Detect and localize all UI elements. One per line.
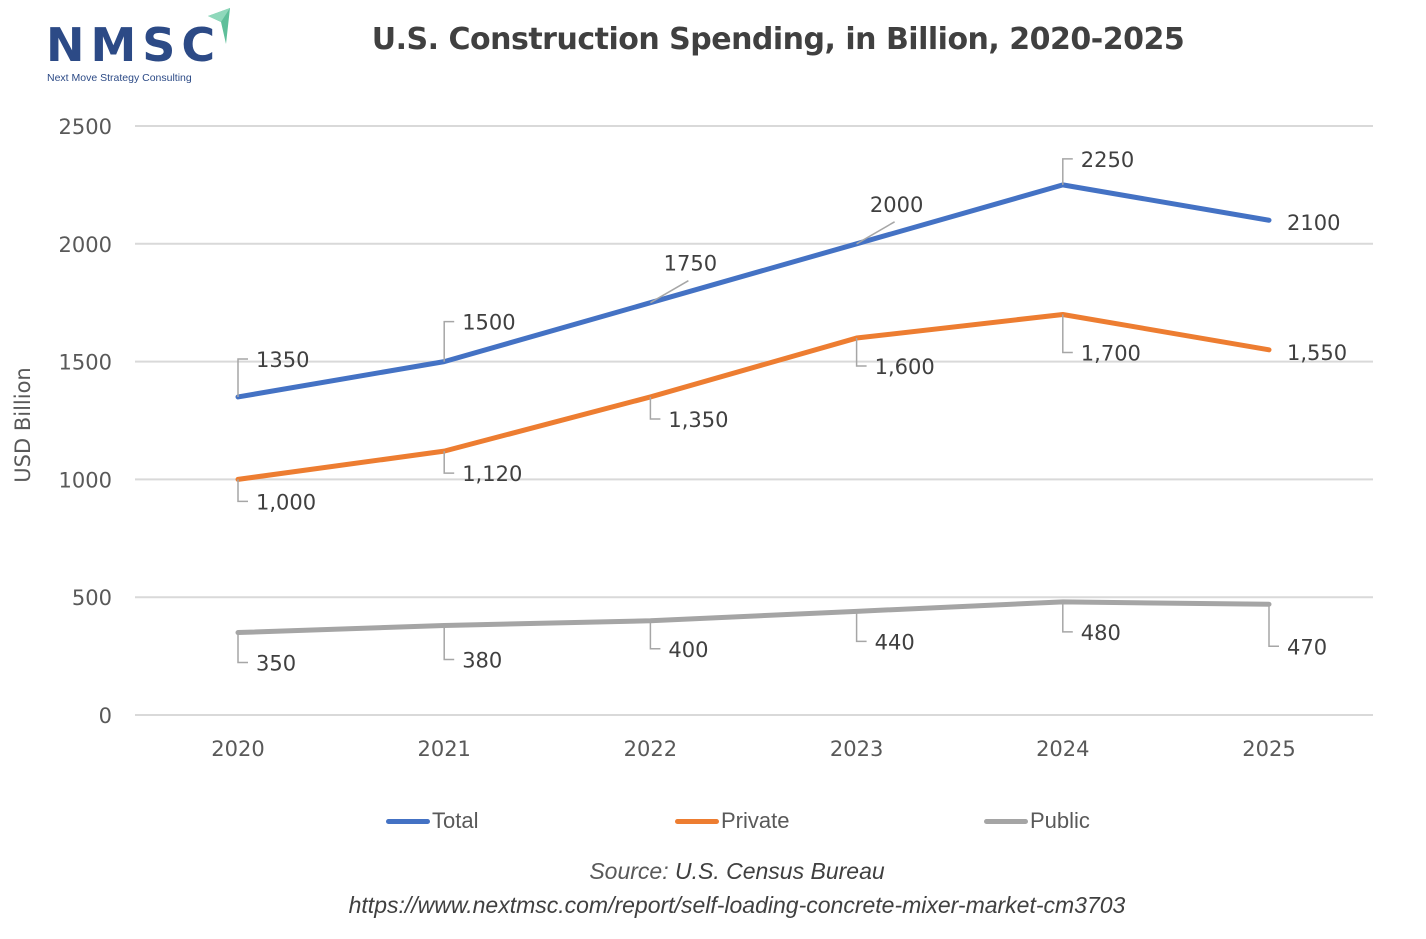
data-label: 480 [1081,621,1121,645]
data-label: 2100 [1287,211,1340,235]
legend-swatch-total [386,818,430,824]
arrow-icon [208,8,230,44]
x-tick-label: 2020 [211,737,264,761]
y-tick-label: 1500 [59,351,112,375]
logo-tagline: Next Move Strategy Consulting [47,72,192,84]
data-label: 1,120 [462,462,522,486]
data-label: 1500 [462,311,515,335]
data-label: 400 [668,638,708,662]
y-axis-label: USD Billion [11,367,35,482]
leader-line [1062,314,1073,354]
leader-line [237,358,248,397]
source-label: Source: [589,858,669,884]
leader-line [443,625,455,661]
data-label: 1,550 [1287,341,1347,365]
data-label: 1,700 [1081,341,1141,365]
leader-line [1268,604,1279,648]
leader-line [855,611,867,643]
legend-item-public[interactable]: Public [984,808,1090,834]
series-line-total[interactable] [235,182,1272,400]
data-label: 1,350 [668,408,728,432]
series-line-public[interactable] [235,599,1272,636]
y-tick-label: 1000 [59,468,112,492]
data-label: 2000 [870,193,923,217]
data-label: 1,600 [875,355,935,379]
y-axis-ticks: 0 500 1000 1500 2000 2500 [59,115,112,728]
legend-label: Private [721,808,790,833]
leader-line [856,221,895,245]
nmsc-logo: NMSC Next Move Strategy Consulting [44,8,244,88]
data-label: 1350 [256,348,309,372]
legend-swatch-public [984,818,1028,824]
y-tick-label: 2500 [59,115,112,139]
data-label: 1,000 [256,490,316,514]
data-label: 380 [462,648,502,672]
legend: Total Private Public [0,808,1426,838]
x-tick-label: 2022 [624,737,677,761]
x-tick-label: 2025 [1242,737,1295,761]
legend-label: Total [432,808,479,833]
y-tick-label: 0 [99,704,112,728]
leader-line [237,479,248,503]
leader-line [649,620,661,650]
data-label: 470 [1287,635,1327,659]
x-tick-label: 2024 [1036,737,1089,761]
source-note: Source: U.S. Census Bureau [0,858,1426,885]
x-axis-ticks: 2020 2021 2022 2023 2024 2025 [211,737,1295,761]
series-line-private[interactable] [235,311,1272,482]
legend-item-private[interactable]: Private [675,808,789,834]
source-value: U.S. Census Bureau [674,858,885,884]
series-lines [235,182,1272,636]
y-tick-label: 2000 [59,233,112,257]
leader-line [649,396,661,420]
x-tick-label: 2023 [830,737,883,761]
leader-line [443,451,455,474]
leader-line [1062,601,1073,633]
logo-wordmark: NMSC [46,18,222,72]
data-labels: 1350 1500 1750 2000 2250 2100 1,000 1,120 1,350 1… [237,148,1347,676]
report-url[interactable]: https://www.nextmsc.com/report/self-load… [348,892,1126,918]
leader-line [650,280,689,304]
leader-line [1062,158,1073,185]
y-tick-label: 500 [72,586,112,610]
leader-line [855,338,867,367]
legend-item-total[interactable]: Total [386,808,478,834]
legend-swatch-private [675,818,719,824]
legend-label: Public [1030,808,1090,833]
data-label: 2250 [1081,148,1134,172]
data-label: 1750 [664,252,717,276]
gridlines [135,125,1373,716]
x-tick-label: 2021 [417,737,470,761]
chart-title: U.S. Construction Spending, in Billion, … [371,22,1185,57]
leader-line [443,320,455,362]
data-label: 440 [875,630,915,654]
leader-line [237,632,248,664]
data-label: 350 [256,652,296,676]
